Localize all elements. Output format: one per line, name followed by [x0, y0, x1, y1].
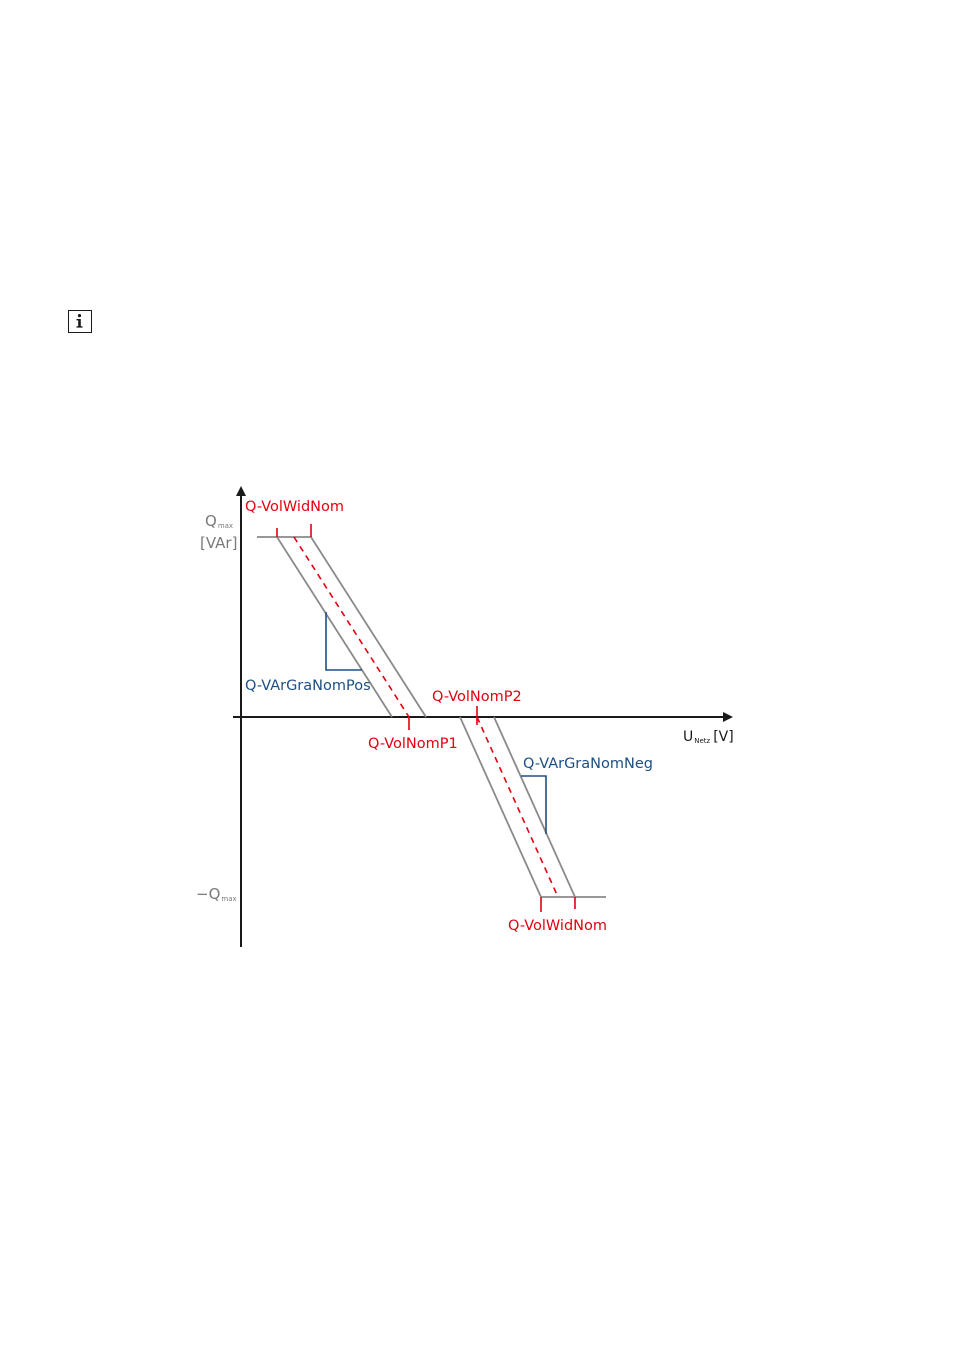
qmax-label: Qmax [205, 512, 233, 530]
nominal-center-lines [293, 536, 559, 898]
neg-qmax-label: −Qmax [196, 885, 237, 903]
x-axis-label: UNetz [V] [683, 729, 734, 745]
red-ticks [276, 524, 576, 912]
vol-wid-nom-bottom-label: Q-VolWidNom [508, 918, 607, 934]
bracket-pos [325, 612, 362, 671]
y-unit-label: [VAr] [200, 534, 237, 552]
lower-branch-right [493, 716, 606, 898]
center-line-upper [293, 536, 410, 718]
vol-nom-p1-label: Q-VolNomP1 [368, 736, 458, 752]
gradient-brackets [325, 612, 547, 834]
var-gra-nom-pos-label: Q-VArGraNomPos [245, 678, 371, 694]
vol-nom-p2-label: Q-VolNomP2 [432, 689, 522, 705]
info-icon [68, 310, 92, 333]
var-gra-nom-neg-label: Q-VArGraNomNeg [523, 756, 653, 772]
lower-branch-left [459, 716, 542, 898]
bracket-neg [521, 775, 547, 834]
vol-wid-nom-top-label: Q-VolWidNom [245, 499, 344, 515]
